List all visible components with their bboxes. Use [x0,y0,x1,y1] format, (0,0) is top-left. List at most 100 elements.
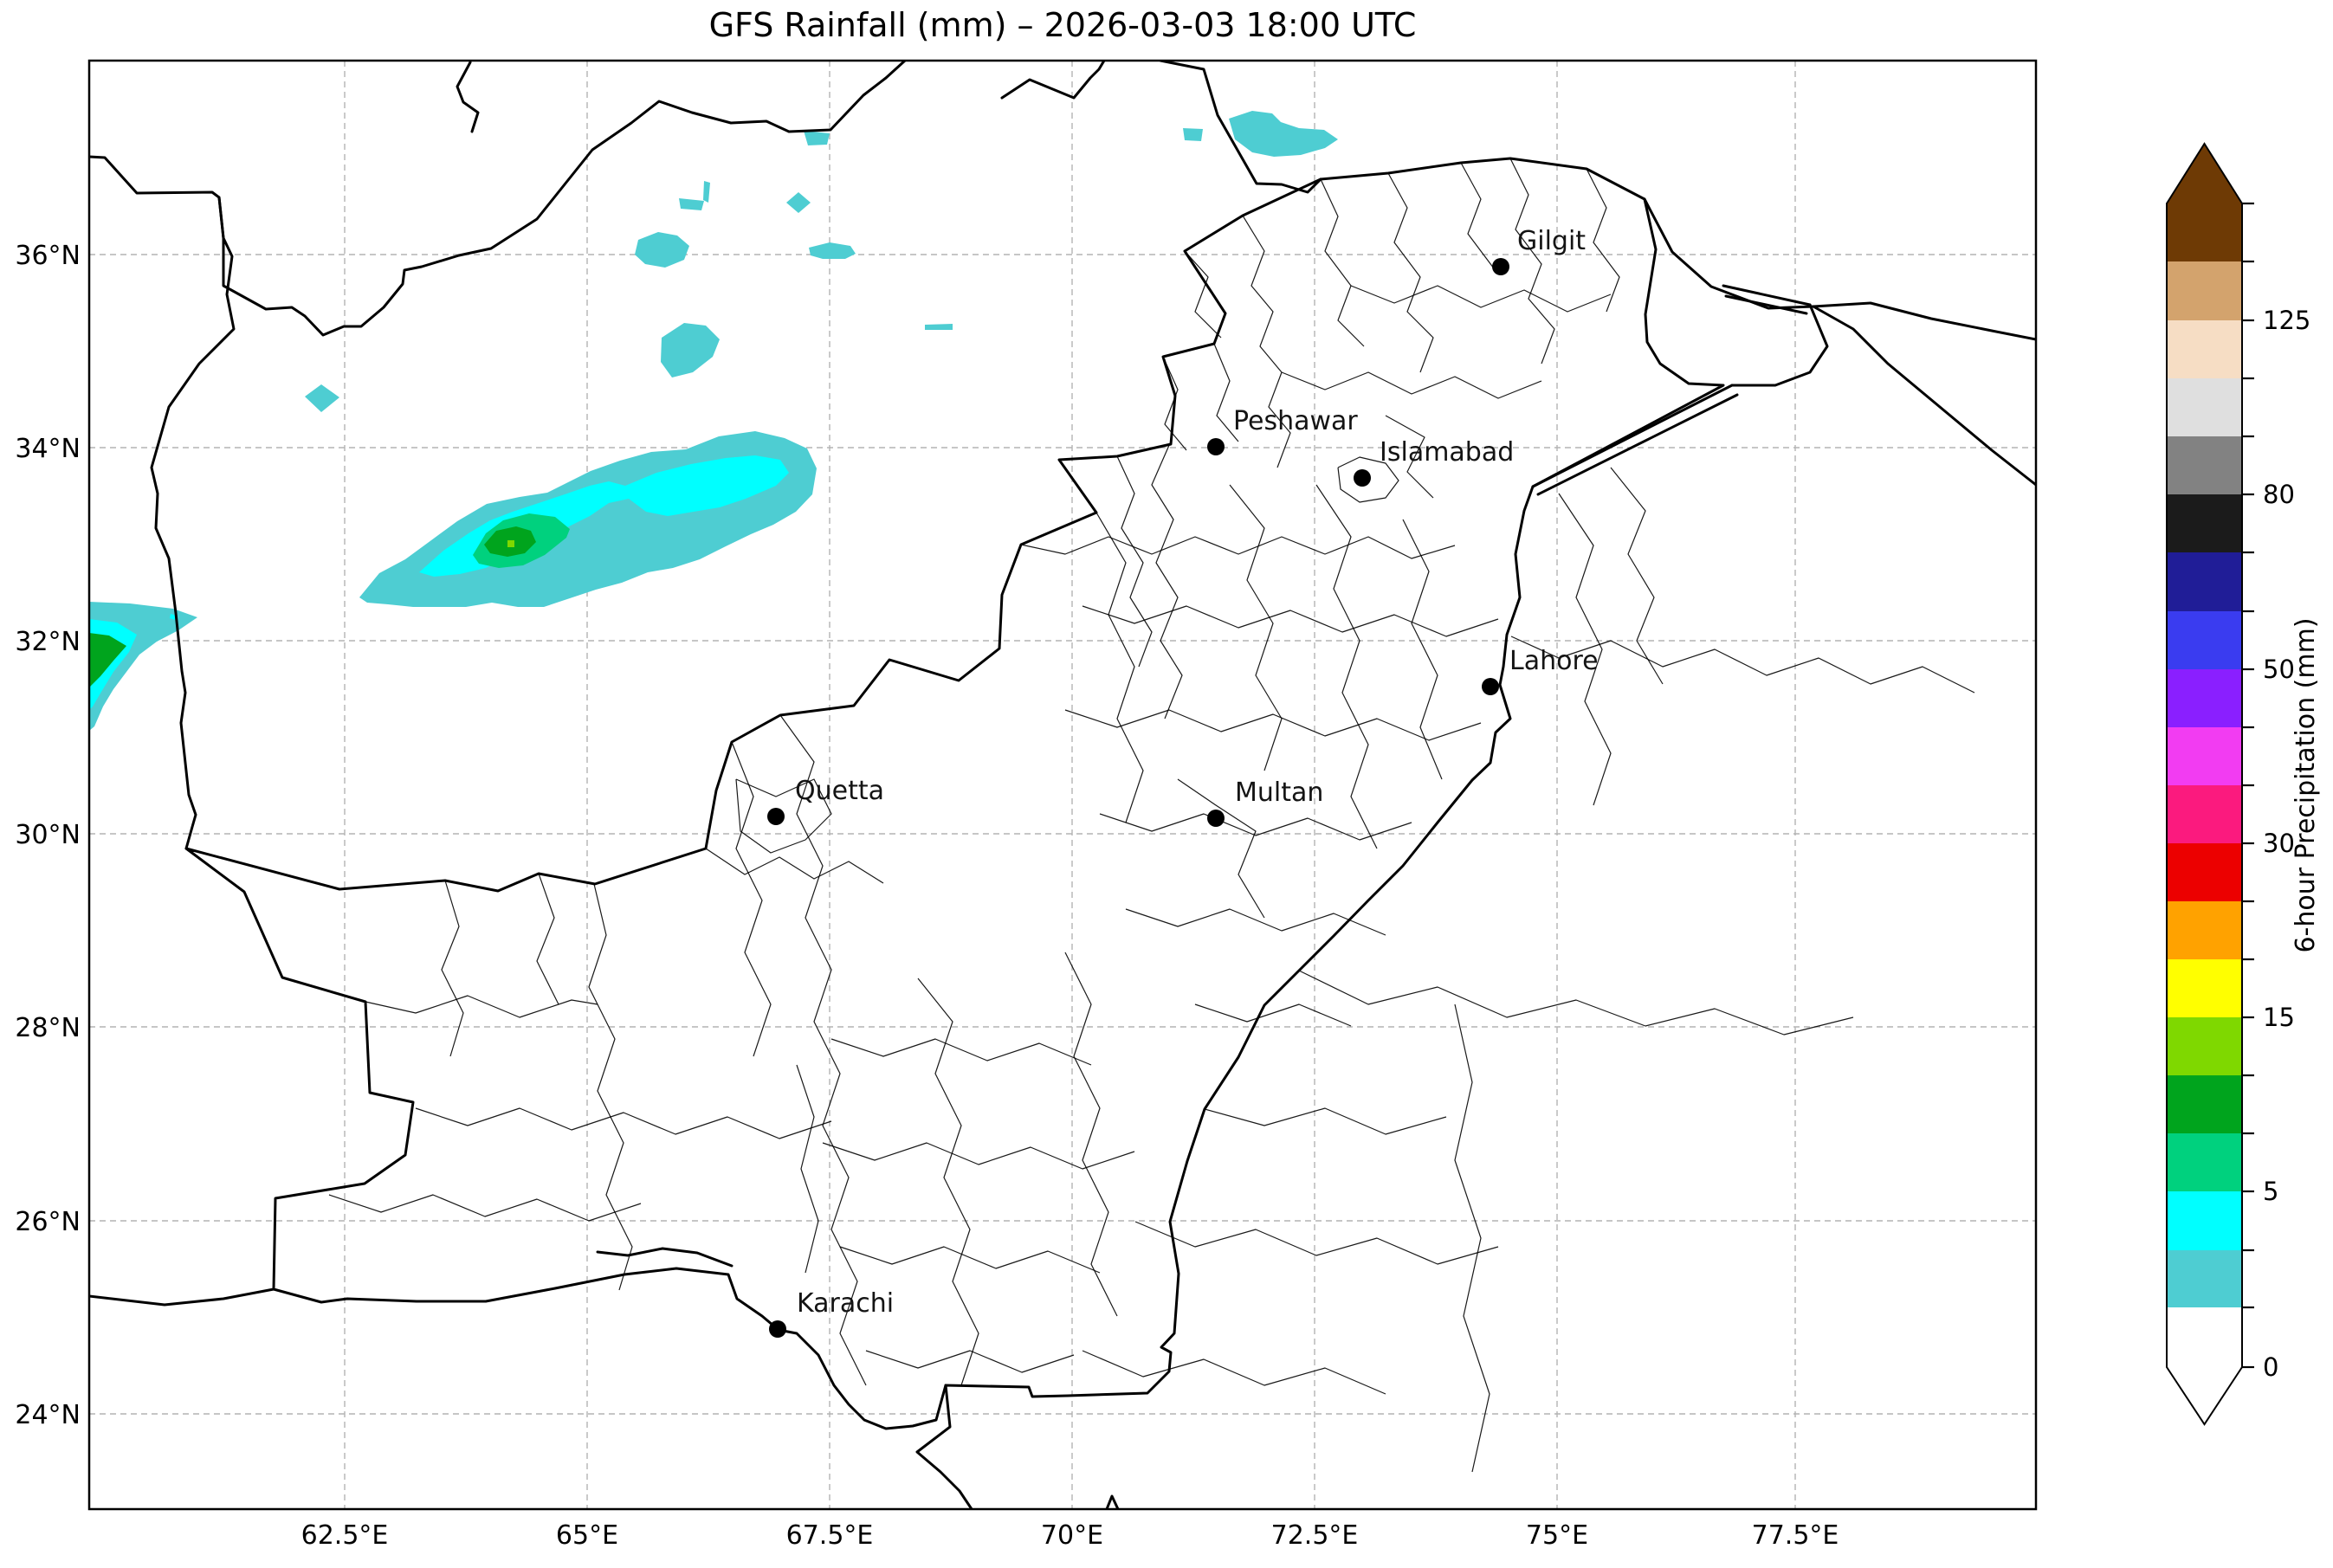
precip-blob-teal [925,324,953,330]
admin-boundary-line [917,978,979,1386]
x-tick-label: 75°E [1526,1520,1588,1551]
border-line [1722,284,1812,307]
admin-boundary-line [1095,512,1144,823]
admin-boundary-line [839,1246,1101,1274]
y-tick-label: 32°N [15,627,81,657]
border-line [1724,294,1808,315]
graticule-gridlines [89,61,2036,1509]
admin-boundary-line [328,1194,642,1222]
precip-blob-teal [661,323,720,377]
border-line [596,1247,734,1268]
border-line [456,61,480,133]
colorbar-segment [2167,1250,2242,1307]
city-label-peshawar: Peshawar [1233,406,1358,436]
city-marker-peshawar [1207,438,1225,455]
admin-boundary-line [735,778,832,854]
colorbar-tick-label: 0 [2263,1352,2278,1382]
precip-blob-green [89,633,126,687]
precip-blob-teal [703,181,710,203]
border-line [915,1384,973,1509]
city-label-karachi: Karachi [797,1288,894,1319]
colorbar-segment [2167,436,2242,494]
admin-boundary-line [588,883,633,1291]
colorbar-segment [2167,1017,2242,1075]
admin-boundary-line [1385,415,1434,499]
colorbar-segment [2167,1133,2242,1191]
city-marker-quetta [767,808,785,825]
admin-boundary-line [1125,908,1386,936]
precip-blob-chartreuse [507,540,514,547]
city-label-lahore: Lahore [1509,646,1599,676]
y-tick-label: 24°N [15,1400,81,1430]
y-axis-tick-labels: 36°N 34°N 32°N 30°N 28°N 26°N 24°N [15,241,81,1430]
colorbar-tick-label: 50 [2263,655,2295,684]
admin-boundary-line [1064,952,1118,1317]
border-line [1812,305,2036,487]
admin-boundary-line [796,1064,819,1274]
admin-boundary-line [1204,1107,1447,1135]
precip-blob-teal [305,384,339,412]
admin-boundary-line [1020,536,1456,559]
precip-blob-teal [809,242,856,259]
colorbar-tick-label: 80 [2263,480,2295,509]
colorbar-segment [2167,1075,2242,1133]
y-tick-label: 28°N [15,1013,81,1043]
admin-boundary-line [865,1350,1075,1373]
admin-boundary-line [822,1142,1135,1170]
admin-boundary-line [1177,778,1265,919]
y-tick-label: 34°N [15,434,81,464]
district-boundaries [328,158,1975,1473]
admin-boundary-line [1064,709,1482,741]
x-tick-label: 72.5°E [1271,1520,1359,1551]
colorbar-segment [2167,261,2242,320]
admin-boundary-line [1194,1003,1352,1027]
colorbar-segment [2167,1191,2242,1250]
admin-boundary-line [1281,371,1542,399]
x-tick-label: 70°E [1041,1520,1103,1551]
precip-blob-teal [635,232,689,268]
border-line [1159,61,1322,194]
admin-boundary-line [1387,172,1434,373]
colorbar-segment [2167,959,2242,1017]
admin-boundary-line [1298,970,1854,1036]
y-tick-label: 36°N [15,241,81,271]
map-frame [87,59,2038,1511]
city-marker-lahore [1482,678,1499,695]
colorbar-arrow-down [2167,1367,2242,1424]
admin-boundary-line [1151,442,1183,719]
admin-boundary-line [1242,215,1291,468]
colorbar-tick-label: 30 [2263,829,2295,858]
city-label-islamabad: Islamabad [1380,437,1514,468]
colorbar-segment [2167,611,2242,669]
admin-boundary-line [1082,1350,1386,1395]
admin-boundary-line [1337,456,1399,503]
admin-boundary-line [1134,1221,1499,1265]
admin-boundary-line [1350,285,1612,313]
admin-boundary-line [1454,1003,1490,1473]
admin-boundary-line [1162,356,1187,451]
city-markers: Gilgit Peshawar Islamabad Lahore Multan Quett… [767,226,1599,1338]
precip-blob-teal [1229,111,1338,157]
border-line [1812,301,2036,341]
city-label-gilgit: Gilgit [1517,226,1586,256]
border-line [89,61,907,337]
x-tick-label: 65°E [556,1520,618,1551]
colorbar-arrow-up [2167,144,2242,203]
admin-boundary-line [1558,493,1612,806]
x-axis-tick-labels: 62.5°E 65°E 67.5°E 70°E 72.5°E 75°E 77.5°E [301,1520,1839,1551]
city-label-quetta: Quetta [795,776,884,806]
y-tick-label: 30°N [15,820,81,850]
border-line [1536,393,1739,496]
admin-boundary-line [731,741,772,1057]
precip-blob-teal [804,131,830,145]
x-tick-label: 77.5°E [1752,1520,1839,1551]
admin-boundary-line [1082,605,1499,637]
border-line [1643,197,1815,310]
admin-boundary-line [1315,484,1378,849]
colorbar-segment [2167,203,2242,261]
border-line [150,196,236,850]
colorbar-segment [2167,1307,2242,1367]
admin-boundary-line [1184,250,1222,339]
city-marker-gilgit [1492,258,1509,275]
